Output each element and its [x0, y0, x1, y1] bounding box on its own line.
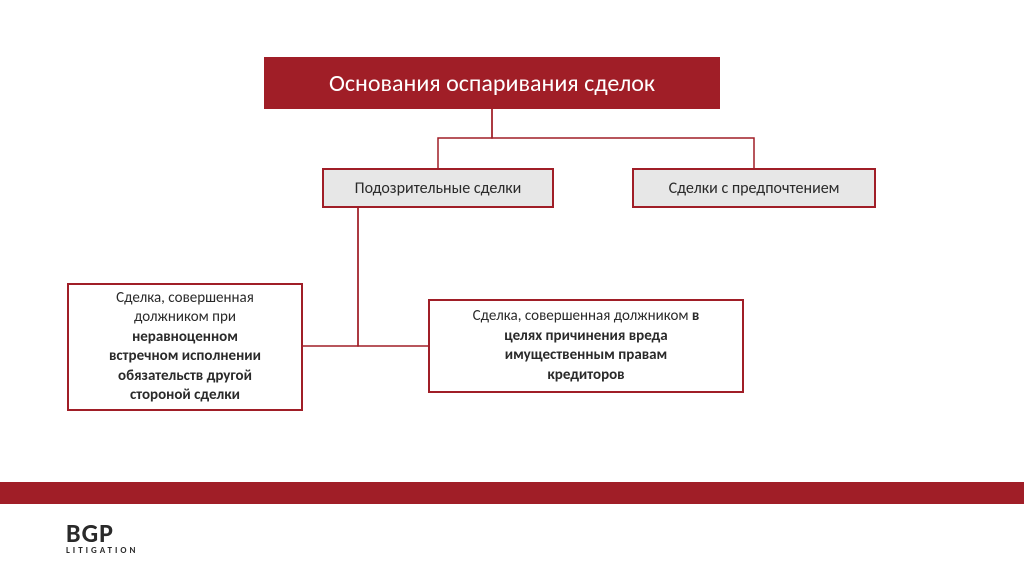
footer-bar — [0, 482, 1024, 504]
node-preference-deals: Сделки с предпочтением — [632, 168, 876, 208]
leaf-harm-creditors: Сделка, совершенная должником вцелях при… — [428, 299, 744, 393]
bgp-logo: BGP LITIGATION — [66, 517, 138, 556]
logo-text-small: LITIGATION — [66, 545, 138, 556]
node-suspicious-deals: Подозрительные сделки — [322, 168, 554, 208]
leaf-unequal-consideration: Сделка, совершеннаядолжником принеравноц… — [67, 283, 303, 411]
diagram-title: Основания оспаривания сделок — [264, 57, 720, 109]
